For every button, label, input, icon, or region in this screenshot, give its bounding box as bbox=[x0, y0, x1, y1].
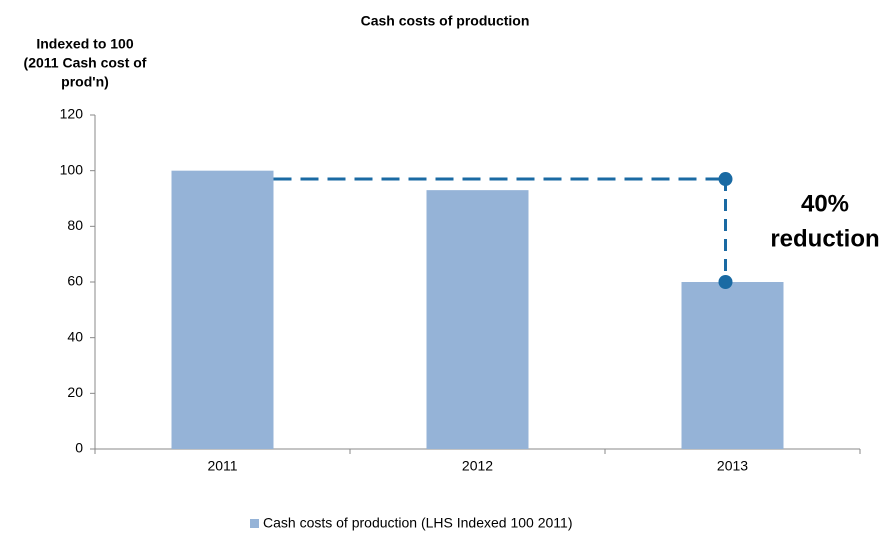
y-tick-label: 40 bbox=[67, 328, 83, 344]
bar bbox=[426, 190, 529, 449]
x-tick-label: 2013 bbox=[717, 458, 748, 474]
annotation-text: reduction bbox=[770, 225, 879, 252]
legend-swatch bbox=[250, 519, 259, 528]
y-tick-label: 120 bbox=[60, 106, 84, 122]
y-axis-label: Indexed to 100 bbox=[36, 36, 133, 52]
y-tick-label: 60 bbox=[67, 273, 83, 289]
annotation-text: 40% bbox=[801, 190, 849, 217]
x-tick-label: 2012 bbox=[462, 458, 493, 474]
legend-label: Cash costs of production (LHS Indexed 10… bbox=[263, 515, 572, 531]
y-tick-label: 100 bbox=[60, 161, 84, 177]
annotation-dot bbox=[718, 275, 733, 289]
y-tick-label: 80 bbox=[67, 217, 83, 233]
x-tick-label: 2011 bbox=[207, 458, 237, 474]
annotation-dot bbox=[718, 172, 733, 187]
y-axis-label: prod'n) bbox=[61, 74, 109, 90]
bar bbox=[681, 282, 784, 449]
bar bbox=[171, 170, 274, 449]
chart-title: Cash costs of production bbox=[361, 13, 530, 29]
y-tick-label: 20 bbox=[67, 384, 83, 400]
y-axis-label: (2011 Cash cost of bbox=[24, 55, 147, 71]
y-tick-label: 0 bbox=[75, 440, 83, 456]
